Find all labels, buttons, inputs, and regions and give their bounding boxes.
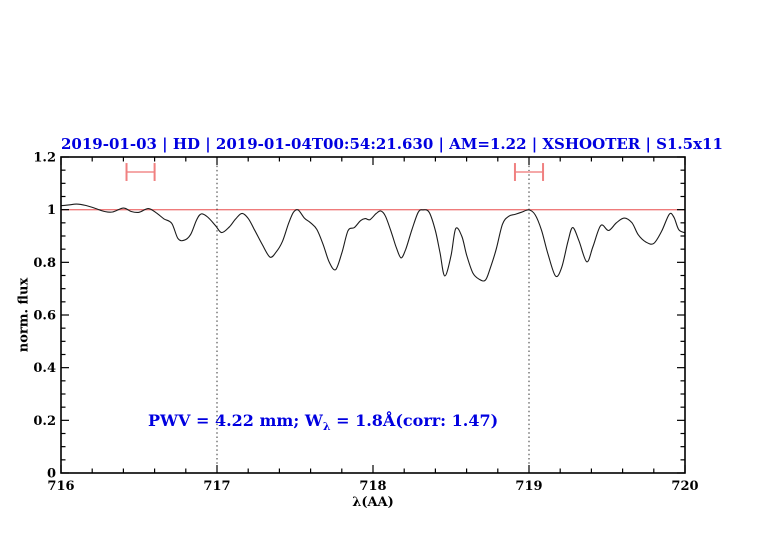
x-tick-label: 720 xyxy=(671,479,698,494)
x-axis-label: λ(AA) xyxy=(352,495,394,510)
y-tick-label: 0 xyxy=(47,467,56,482)
pwv-annotation-suffix: = 1.8Å(corr: 1.47) xyxy=(330,411,499,430)
pwv-annotation: PWV = 4.22 mm; Wλ = 1.8Å(corr: 1.47) xyxy=(148,411,498,433)
spectrum-curve xyxy=(60,203,686,282)
y-tick-label: 1 xyxy=(47,203,56,218)
y-tick-label: 1.2 xyxy=(33,151,56,166)
x-tick-label: 717 xyxy=(203,479,230,494)
y-tick-label: 0.6 xyxy=(33,309,56,324)
y-tick-label: 0.4 xyxy=(33,361,56,376)
pwv-annotation-prefix: PWV = 4.22 mm; W xyxy=(148,411,323,430)
pwv-annotation-subscript: λ xyxy=(322,420,331,433)
y-tick-label: 0.8 xyxy=(33,256,56,271)
plot-frame xyxy=(60,156,686,474)
x-tick-label: 718 xyxy=(359,479,386,494)
y-tick-label: 0.2 xyxy=(33,414,56,429)
x-tick-label: 719 xyxy=(515,479,542,494)
plot-title: 2019-01-03 | HD | 2019-01-04T00:54:21.63… xyxy=(61,135,723,153)
x-tick-label: 716 xyxy=(47,479,74,494)
